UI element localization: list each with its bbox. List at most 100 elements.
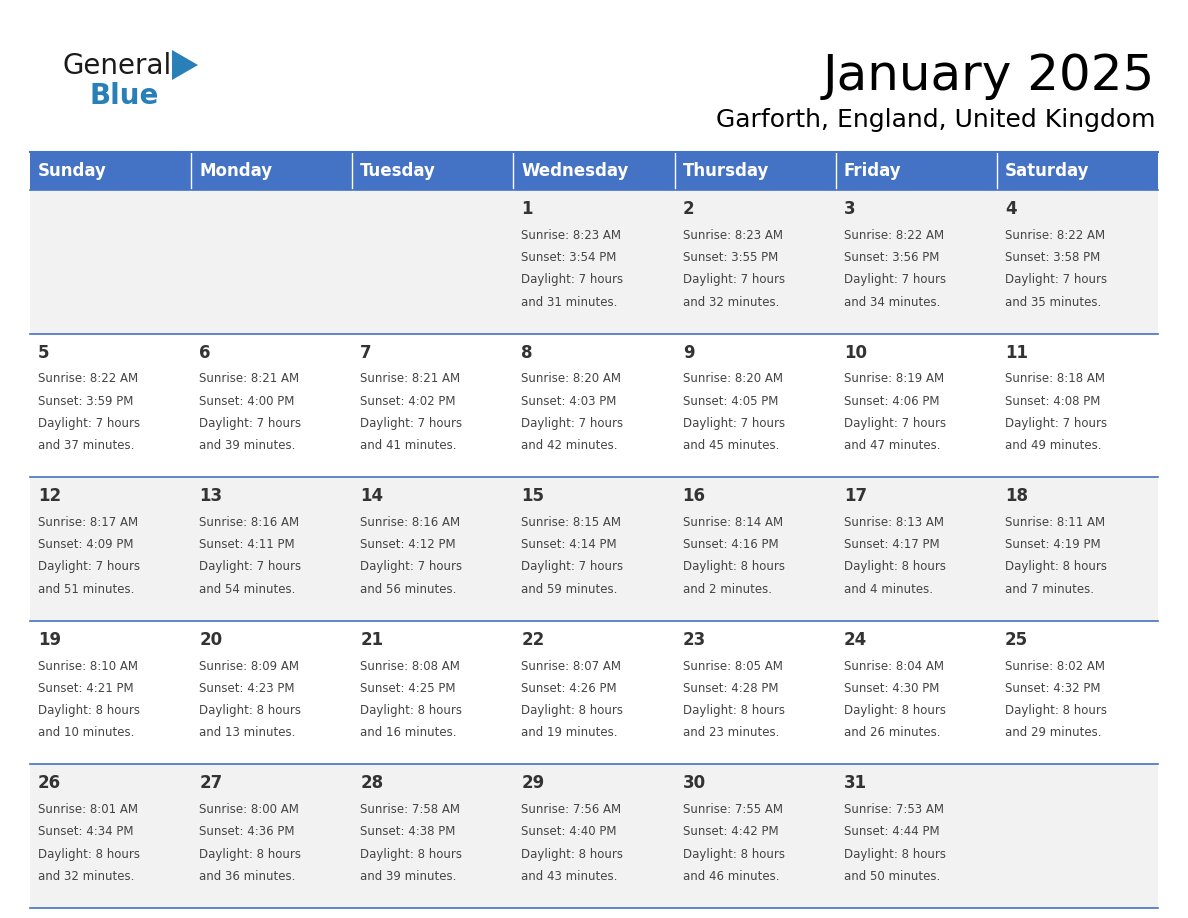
Text: Daylight: 7 hours: Daylight: 7 hours — [1005, 274, 1107, 286]
Text: and 45 minutes.: and 45 minutes. — [683, 439, 779, 453]
Text: Sunrise: 8:02 AM: Sunrise: 8:02 AM — [1005, 659, 1105, 673]
Text: Sunrise: 8:21 AM: Sunrise: 8:21 AM — [200, 373, 299, 386]
Text: 14: 14 — [360, 487, 384, 505]
Text: and 23 minutes.: and 23 minutes. — [683, 726, 779, 739]
Text: Daylight: 8 hours: Daylight: 8 hours — [1005, 561, 1107, 574]
Bar — [997, 765, 1158, 908]
Bar — [513, 190, 675, 333]
Bar — [30, 333, 191, 477]
Text: and 39 minutes.: and 39 minutes. — [200, 439, 296, 453]
Text: Sunset: 4:00 PM: Sunset: 4:00 PM — [200, 395, 295, 408]
Bar — [997, 333, 1158, 477]
Text: Sunrise: 8:11 AM: Sunrise: 8:11 AM — [1005, 516, 1105, 529]
Text: and 26 minutes.: and 26 minutes. — [843, 726, 940, 739]
Bar — [997, 621, 1158, 765]
Text: Sunrise: 8:08 AM: Sunrise: 8:08 AM — [360, 659, 460, 673]
Text: Sunset: 3:56 PM: Sunset: 3:56 PM — [843, 251, 940, 264]
Text: Daylight: 8 hours: Daylight: 8 hours — [360, 704, 462, 717]
Text: and 31 minutes.: and 31 minutes. — [522, 296, 618, 308]
Text: Sunset: 4:40 PM: Sunset: 4:40 PM — [522, 825, 617, 838]
Text: 19: 19 — [38, 631, 62, 649]
Text: Sunset: 4:38 PM: Sunset: 4:38 PM — [360, 825, 456, 838]
Text: 1: 1 — [522, 200, 533, 218]
Text: Sunrise: 8:01 AM: Sunrise: 8:01 AM — [38, 803, 138, 816]
Text: and 41 minutes.: and 41 minutes. — [360, 439, 457, 453]
Text: 24: 24 — [843, 631, 867, 649]
Text: 29: 29 — [522, 775, 545, 792]
Text: Daylight: 8 hours: Daylight: 8 hours — [200, 704, 302, 717]
Text: Sunset: 4:44 PM: Sunset: 4:44 PM — [843, 825, 940, 838]
Bar — [30, 765, 191, 908]
Bar — [353, 765, 513, 908]
Text: Sunset: 4:23 PM: Sunset: 4:23 PM — [200, 682, 295, 695]
Text: Sunrise: 7:55 AM: Sunrise: 7:55 AM — [683, 803, 783, 816]
Text: Daylight: 7 hours: Daylight: 7 hours — [522, 417, 624, 430]
Text: Daylight: 7 hours: Daylight: 7 hours — [360, 561, 462, 574]
Text: Sunrise: 7:56 AM: Sunrise: 7:56 AM — [522, 803, 621, 816]
Text: and 34 minutes.: and 34 minutes. — [843, 296, 940, 308]
Text: and 4 minutes.: and 4 minutes. — [843, 583, 933, 596]
Bar — [835, 190, 997, 333]
Bar — [513, 333, 675, 477]
Bar — [191, 765, 353, 908]
Text: Sunset: 4:42 PM: Sunset: 4:42 PM — [683, 825, 778, 838]
Text: 10: 10 — [843, 343, 867, 362]
Text: and 39 minutes.: and 39 minutes. — [360, 870, 456, 883]
Bar — [997, 190, 1158, 333]
Bar — [513, 477, 675, 621]
Bar — [997, 477, 1158, 621]
Text: Daylight: 8 hours: Daylight: 8 hours — [360, 847, 462, 861]
Text: and 7 minutes.: and 7 minutes. — [1005, 583, 1094, 596]
Bar — [835, 152, 997, 190]
Bar — [835, 621, 997, 765]
Text: Sunrise: 8:14 AM: Sunrise: 8:14 AM — [683, 516, 783, 529]
Text: Blue: Blue — [90, 82, 159, 110]
Text: 6: 6 — [200, 343, 210, 362]
Text: Daylight: 7 hours: Daylight: 7 hours — [360, 417, 462, 430]
Text: Wednesday: Wednesday — [522, 162, 628, 180]
Text: Daylight: 8 hours: Daylight: 8 hours — [38, 704, 140, 717]
Bar — [191, 333, 353, 477]
Text: Sunrise: 8:22 AM: Sunrise: 8:22 AM — [1005, 229, 1105, 241]
Text: 5: 5 — [38, 343, 50, 362]
Text: Daylight: 8 hours: Daylight: 8 hours — [200, 847, 302, 861]
Text: Daylight: 7 hours: Daylight: 7 hours — [200, 417, 302, 430]
Bar — [353, 190, 513, 333]
Text: Sunrise: 8:00 AM: Sunrise: 8:00 AM — [200, 803, 299, 816]
Text: 12: 12 — [38, 487, 62, 505]
Text: Daylight: 8 hours: Daylight: 8 hours — [683, 704, 784, 717]
Text: Sunrise: 8:20 AM: Sunrise: 8:20 AM — [522, 373, 621, 386]
Text: and 47 minutes.: and 47 minutes. — [843, 439, 940, 453]
Text: 17: 17 — [843, 487, 867, 505]
Bar — [675, 765, 835, 908]
Text: Sunset: 3:58 PM: Sunset: 3:58 PM — [1005, 251, 1100, 264]
Bar — [513, 152, 675, 190]
Text: Sunset: 4:05 PM: Sunset: 4:05 PM — [683, 395, 778, 408]
Text: Sunrise: 8:22 AM: Sunrise: 8:22 AM — [843, 229, 944, 241]
Text: 26: 26 — [38, 775, 62, 792]
Text: and 36 minutes.: and 36 minutes. — [200, 870, 296, 883]
Text: Sunset: 4:14 PM: Sunset: 4:14 PM — [522, 538, 617, 551]
Text: Sunset: 3:59 PM: Sunset: 3:59 PM — [38, 395, 133, 408]
Text: Sunrise: 8:17 AM: Sunrise: 8:17 AM — [38, 516, 138, 529]
Text: Daylight: 7 hours: Daylight: 7 hours — [843, 274, 946, 286]
Text: 18: 18 — [1005, 487, 1028, 505]
Text: Garforth, England, United Kingdom: Garforth, England, United Kingdom — [715, 108, 1155, 132]
Text: and 13 minutes.: and 13 minutes. — [200, 726, 296, 739]
Text: Sunrise: 8:16 AM: Sunrise: 8:16 AM — [200, 516, 299, 529]
Text: 9: 9 — [683, 343, 694, 362]
Text: Daylight: 7 hours: Daylight: 7 hours — [200, 561, 302, 574]
Text: Sunset: 4:26 PM: Sunset: 4:26 PM — [522, 682, 617, 695]
Text: Sunrise: 8:19 AM: Sunrise: 8:19 AM — [843, 373, 944, 386]
Text: Daylight: 8 hours: Daylight: 8 hours — [522, 847, 624, 861]
Text: Thursday: Thursday — [683, 162, 769, 180]
Text: Sunset: 4:32 PM: Sunset: 4:32 PM — [1005, 682, 1100, 695]
Text: Sunday: Sunday — [38, 162, 107, 180]
Text: Daylight: 8 hours: Daylight: 8 hours — [683, 561, 784, 574]
Text: and 16 minutes.: and 16 minutes. — [360, 726, 457, 739]
Text: Sunrise: 8:23 AM: Sunrise: 8:23 AM — [522, 229, 621, 241]
Bar — [675, 152, 835, 190]
Text: and 50 minutes.: and 50 minutes. — [843, 870, 940, 883]
Bar — [835, 765, 997, 908]
Text: Sunset: 4:36 PM: Sunset: 4:36 PM — [200, 825, 295, 838]
